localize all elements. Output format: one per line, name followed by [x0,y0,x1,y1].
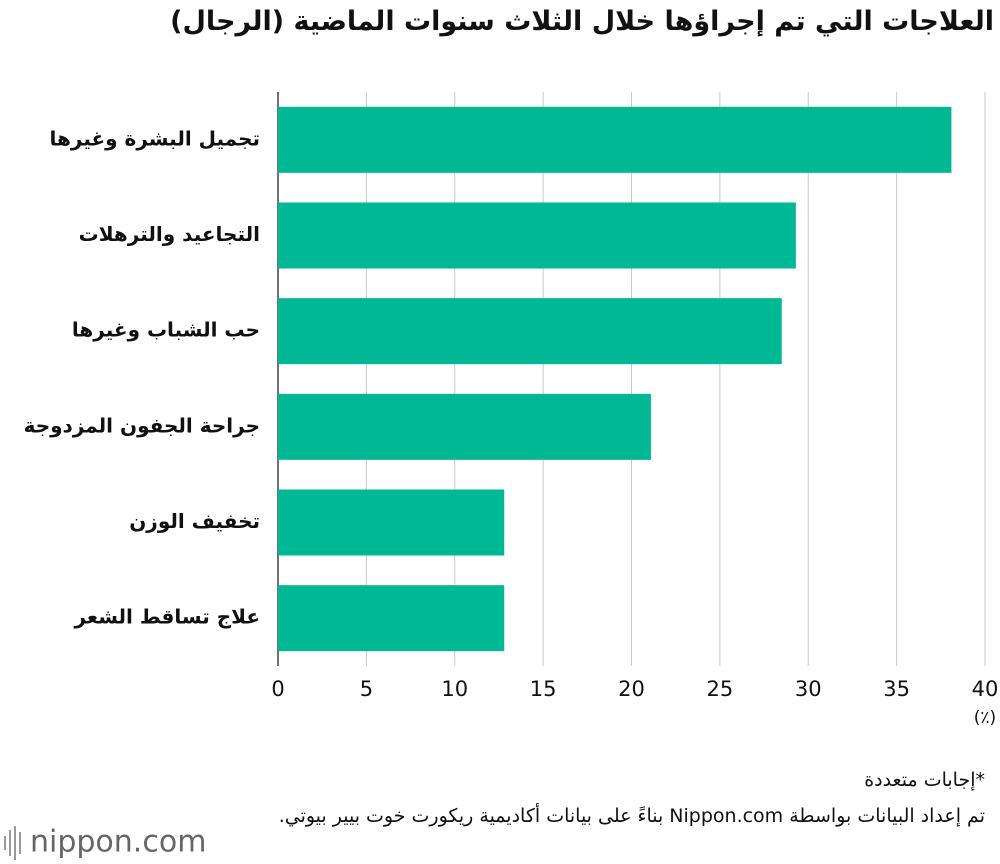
y-tick-label: علاج تساقط الشعر [73,605,260,629]
x-tick-label: 30 [795,677,822,701]
bar [278,489,505,556]
y-tick-label: جراحة الجفون المزدوجة [24,413,260,437]
bar [278,393,651,460]
x-tick-label: 5 [360,677,373,701]
x-tick-label: 40 [972,677,999,701]
y-tick-label: حب الشباب وغيرها [72,318,260,342]
x-tick-label: 10 [441,677,468,701]
x-tick-label: 25 [707,677,734,701]
logo-text: nippon.com [30,825,206,860]
x-axis-unit: (٪) [974,708,996,728]
note: تم إعداد البيانات بواسطة Nippon.com بناء… [278,805,985,827]
note: *إجابات متعددة [864,769,985,791]
logo: nippon.com [4,825,206,860]
x-tick-label: 35 [883,677,910,701]
y-tick-label: تخفيف الوزن [129,509,260,533]
logo-icon [4,826,21,860]
notes: *إجابات متعددة تم إعداد البيانات بواسطة … [265,762,985,834]
chart: 0 5 10 15 20 25 30 35 40 (٪) تجميل البشرة وغيرها ال… [24,92,999,728]
y-tick-label: تجميل البشرة وغيرها [50,126,260,150]
bar [278,202,796,269]
x-tick-label: 20 [618,677,645,701]
x-tick-label: 15 [530,677,557,701]
x-tick-label: 0 [271,677,284,701]
y-tick-label: التجاعيد والترهلات [79,222,260,246]
bar [278,106,952,173]
bar [278,585,505,652]
bar [278,298,782,365]
chart-title: العلاجات التي تم إجراؤها خلال الثلاث سنو… [170,6,994,37]
